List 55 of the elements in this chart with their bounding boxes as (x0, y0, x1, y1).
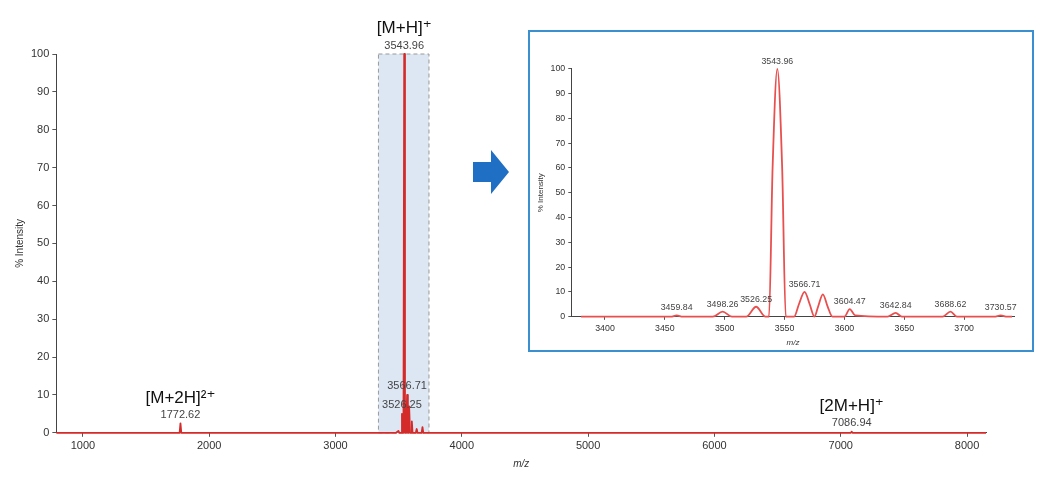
x-tick-label: 3600 (834, 322, 855, 333)
y-tick-label: 50 (37, 236, 50, 249)
y-tick-label: 40 (37, 274, 50, 287)
x-tick-label: 8000 (954, 439, 980, 452)
y-tick-label: 100 (550, 63, 566, 74)
x-tick-label: 1000 (70, 439, 96, 452)
annotation: 1772.62 (160, 407, 201, 420)
x-tick-label: 6000 (702, 439, 727, 452)
x-tick-label: 7000 (828, 439, 853, 452)
annotation: [M+2H]²⁺ (145, 387, 216, 407)
y-tick-label: 30 (37, 312, 50, 325)
annotation: 3459.84 (660, 302, 693, 313)
y-tick-label: 10 (555, 286, 566, 297)
x-tick-label: 2000 (196, 439, 222, 452)
annotation: 7086.94 (831, 416, 872, 429)
x-tick-label: 3650 (894, 322, 915, 333)
annotation: 3543.96 (761, 55, 794, 66)
y-tick-label: 0 (43, 425, 50, 438)
y-tick-label: 90 (555, 88, 566, 99)
annotation: 3543.96 (384, 38, 425, 51)
annotation: 3566.71 (788, 278, 821, 289)
y-tick-label: 70 (37, 160, 50, 173)
x-tick-label: 3550 (774, 322, 795, 333)
y-tick-label: 0 (560, 311, 566, 322)
annotation: 3730.57 (984, 302, 1017, 313)
y-tick-label: 20 (555, 261, 566, 272)
y-tick-label: 80 (555, 112, 566, 123)
y-tick-label: 90 (37, 84, 50, 97)
x-tick-label: 5000 (575, 439, 601, 452)
x-tick-label: 3450 (655, 322, 675, 333)
y-tick-label: 80 (37, 122, 50, 135)
y-tick-label: 10 (37, 387, 50, 400)
x-tick-label: 3400 (595, 322, 615, 333)
annotation: [2M+H]⁺ (819, 395, 884, 415)
y-tick-label: 60 (37, 198, 50, 211)
y-axis-title: % Intensity (13, 218, 25, 268)
x-tick-label: 3000 (323, 439, 348, 452)
x-axis-title: m/z (786, 338, 800, 348)
y-tick-label: 40 (555, 211, 566, 222)
x-tick-label: 3700 (954, 322, 975, 333)
x-tick-label: 4000 (449, 439, 475, 452)
x-tick-label: 3500 (714, 322, 735, 333)
y-tick-label: 50 (555, 187, 566, 198)
annotation: 3498.26 (706, 298, 739, 309)
annotation: 3688.62 (934, 298, 967, 309)
annotation: 3642.84 (879, 299, 912, 310)
y-tick-label: 100 (30, 47, 50, 60)
annotation: [M+H]⁺ (376, 18, 432, 38)
x-axis-title: m/z (513, 457, 530, 469)
y-tick-label: 70 (555, 137, 566, 148)
y-tick-label: 30 (555, 236, 566, 247)
annotation: 3604.47 (833, 296, 866, 307)
y-tick-label: 20 (37, 350, 50, 363)
y-tick-label: 60 (555, 162, 566, 173)
y-axis-title: % Intensity (536, 173, 545, 213)
